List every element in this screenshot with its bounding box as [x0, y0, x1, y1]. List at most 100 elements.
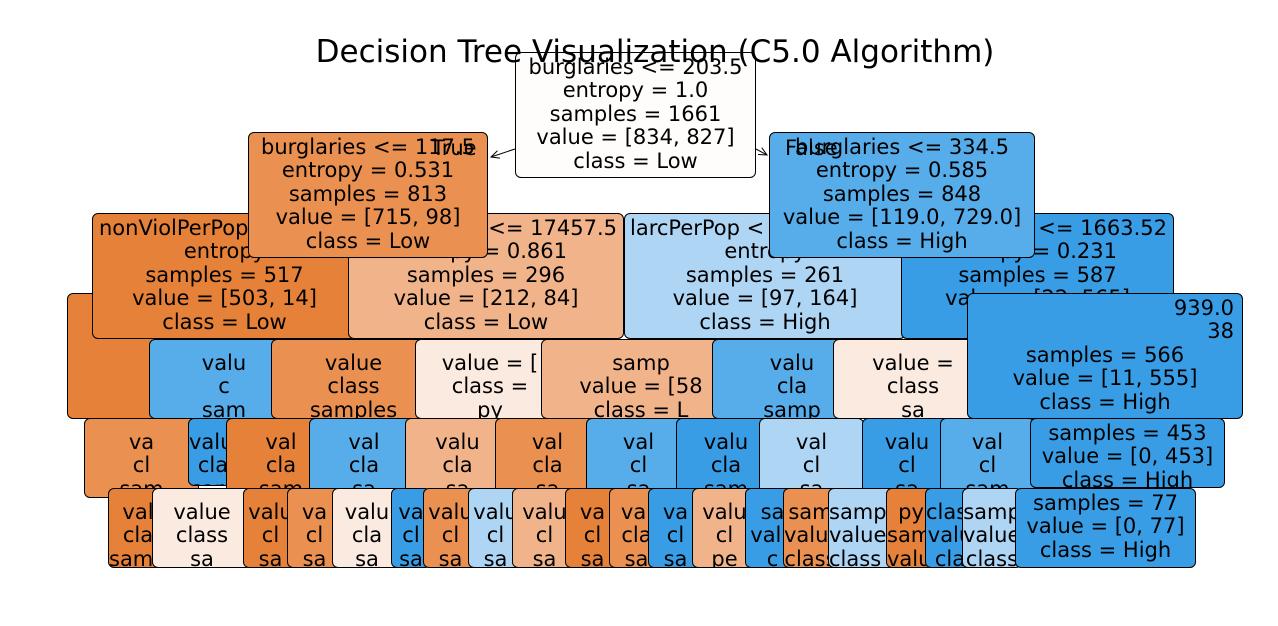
node-text-line: class = Low: [573, 148, 698, 173]
node-text-line: value = [212, 84]: [393, 286, 579, 311]
node-text-line: value: [324, 351, 383, 375]
node-text-line: samp: [887, 523, 935, 548]
node-text-line: sa: [483, 546, 508, 568]
node-text-line: valu: [344, 500, 390, 524]
node-text-line: sa: [190, 546, 214, 568]
node-text-line: class = High: [699, 309, 831, 334]
node-text-line: <= 1663.52: [1038, 216, 1167, 240]
node-text-line: class = Low: [305, 228, 431, 253]
node-text-line: cla: [442, 453, 473, 478]
node-text-line: class: [327, 374, 380, 399]
node-text-line: cla: [532, 453, 563, 478]
node-text-line: class: [784, 546, 837, 568]
node-text-line: sa: [663, 546, 688, 568]
tree-node-fragment: value class sa: [152, 488, 252, 568]
tree-node-fragment: vaclsam: [84, 418, 199, 498]
node-text-line: value = [119.0, 729.0]: [782, 205, 1022, 230]
node-text-line: cl: [898, 453, 916, 478]
node-text-line: val: [348, 430, 380, 454]
node-text-line: c: [218, 374, 230, 399]
node-text-line: samp: [963, 500, 1021, 524]
node-text-line: cl: [535, 523, 554, 548]
node-text-line: class = High: [836, 228, 968, 253]
node-text-line: samples = 517: [145, 262, 304, 287]
node-text-line: cla: [122, 523, 154, 548]
node-text-line: cl: [802, 453, 821, 478]
tree-node-fragment: samp value = [58 class = L: [541, 339, 741, 419]
node-text-line: value =: [872, 351, 954, 375]
tree-node-rl: larcPerPop < entropy samples = 261 value = …: [624, 213, 906, 339]
node-text-line: sa: [624, 546, 649, 568]
node-text-line: cl: [715, 523, 734, 548]
node-text-line: entropy = 1.0: [562, 78, 709, 103]
node-text-line: cla: [351, 523, 383, 548]
tree-node-leaf77: samples = 77 value = [0, 77] class = High: [1015, 488, 1196, 568]
node-text-line: cla: [265, 453, 297, 478]
node-text-line: samp: [763, 397, 821, 419]
node-text-line: class = Low: [162, 309, 287, 334]
node-text-line: cla: [621, 523, 652, 548]
node-text-line: class: [965, 546, 1019, 568]
node-text-line: value = [834, 827]: [536, 125, 735, 150]
node-text-line: value = [11, 555]: [1012, 366, 1198, 391]
node-text-line: cla: [710, 453, 742, 478]
node-text-line: sam: [788, 500, 833, 524]
tree-node-root: burglaries <= 203.5 entropy = 1.0 samples …: [515, 52, 756, 178]
node-text-line: valu: [703, 430, 749, 454]
tree-node-fragment: valclsa: [586, 418, 691, 498]
node-text-line: sa: [258, 546, 283, 568]
node-text-line: cl: [486, 523, 505, 548]
node-text-line: value = [58: [579, 374, 703, 399]
node-text-line: nonViolPerPop: [99, 216, 249, 240]
node-text-line: samp: [612, 351, 670, 375]
node-text-line: entropy = 0.531: [281, 158, 455, 183]
edge-label-false: False: [785, 136, 838, 160]
node-text-line: samples = 1661: [549, 101, 722, 126]
tree-node-fragment: value class samples: [271, 339, 436, 419]
node-text-line: sam: [189, 477, 237, 485]
node-text-line: val: [265, 430, 297, 454]
node-text-line: va: [301, 500, 328, 524]
node-text-line: sa: [901, 397, 925, 419]
node-text-line: py: [898, 500, 924, 524]
node-text-line: samples = 848: [822, 181, 982, 206]
node-text-line: sa: [532, 546, 557, 568]
node-text-line: cl: [305, 523, 324, 548]
node-text-line: cla: [934, 546, 966, 568]
node-text-line: value = [715, 98]: [275, 205, 461, 230]
node-text-line: sa: [355, 546, 379, 568]
node-text-line: value = [0, 77]: [1026, 514, 1185, 539]
node-text-line: cl: [629, 453, 648, 478]
tree-node-rrr: 939.0 38 samples = 566 value = [11, 555] cla…: [967, 293, 1243, 419]
node-text-line: val: [622, 430, 655, 454]
node-text-line: value = [503, 14]: [132, 286, 317, 311]
node-text-line: class = Low: [423, 309, 549, 334]
node-text-line: samples = 261: [685, 262, 845, 287]
node-text-line: sa: [399, 546, 423, 568]
node-text-line: va: [128, 430, 155, 454]
node-text-line: valu: [473, 500, 518, 524]
node-text-line: <= 17457.5: [488, 216, 617, 240]
node-text-line: pe: [711, 546, 738, 568]
node-text-line: sam: [201, 397, 247, 419]
node-text-line: larcPerPop <: [630, 216, 765, 240]
tree-node-r: burglaries <= 334.5 entropy = 0.585 sample…: [769, 132, 1035, 258]
node-text-line: value = [: [829, 523, 897, 548]
node-text-line: 939.0: [1173, 296, 1234, 320]
tree-node-fragment: value = class sa: [833, 339, 993, 419]
node-text-line: c: [766, 546, 779, 568]
node-text-line: samples = 77: [1033, 491, 1178, 515]
node-text-line: valu: [769, 351, 815, 375]
node-text-line: sa: [438, 546, 463, 568]
node-text-line: cl: [583, 523, 602, 548]
node-text-line: value: [189, 430, 237, 454]
node-text-line: va: [662, 500, 689, 524]
node-text-line: valu: [702, 500, 747, 524]
node-text-line: samples = 587: [958, 262, 1117, 287]
node-text-line: valu: [522, 500, 567, 524]
